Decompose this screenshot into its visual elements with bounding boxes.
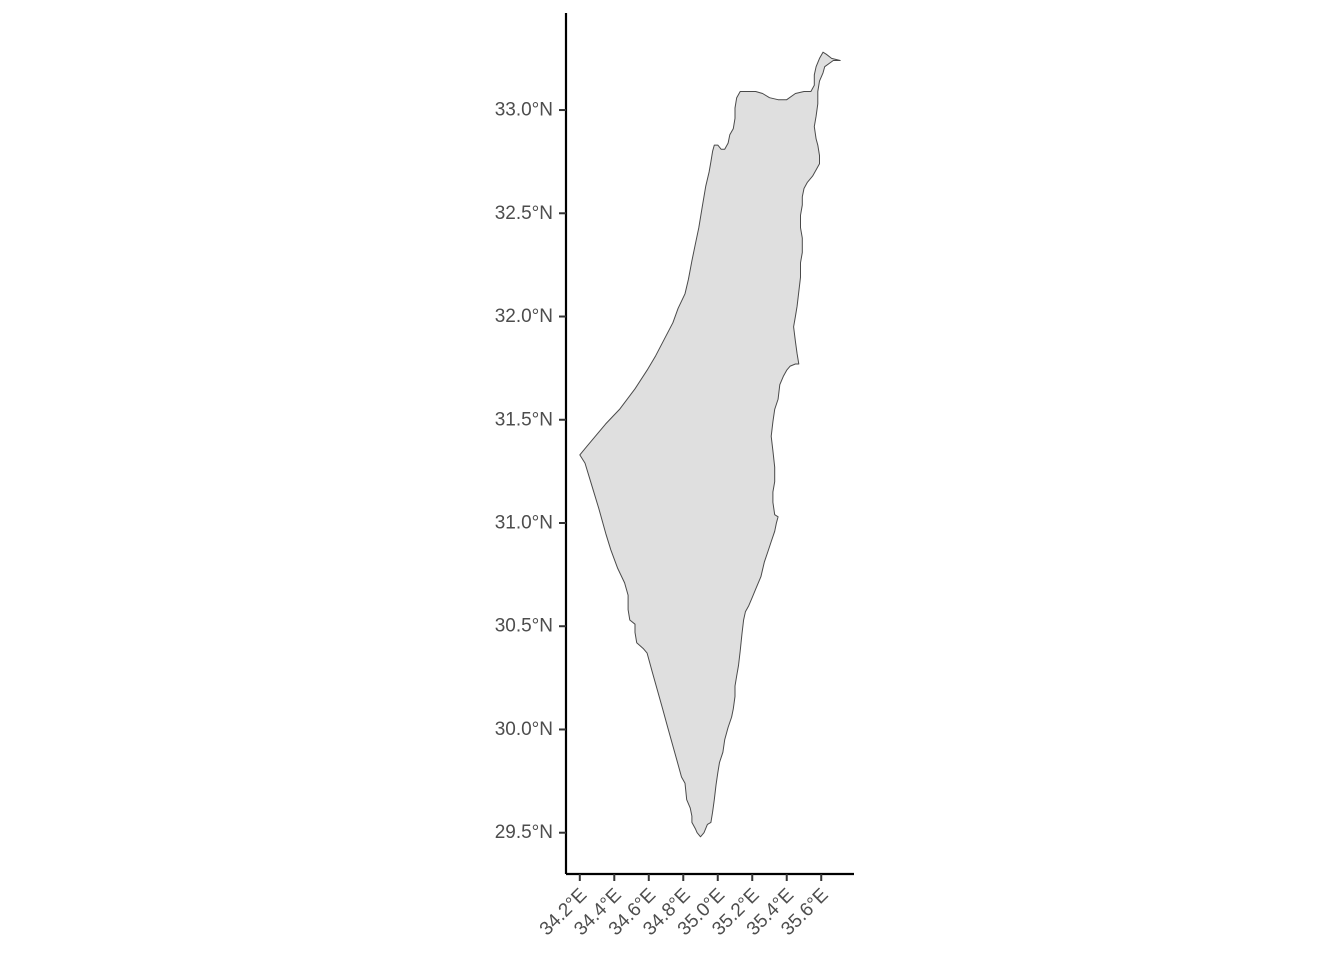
map-region-layer	[579, 51, 841, 838]
country-region-shape	[579, 51, 841, 838]
y-tick-label: 31.5°N	[495, 409, 553, 430]
y-tick-label: 29.5°N	[495, 822, 553, 843]
y-tick-label: 30.0°N	[495, 719, 553, 740]
y-axis-ticks: 33.0°N 32.5°N 32.0°N 31.5°N 31.0°N 30.5°N 30.0…	[495, 100, 566, 843]
y-tick-label: 32.5°N	[495, 203, 553, 224]
y-tick-label: 32.0°N	[495, 306, 553, 327]
y-tick-label: 33.0°N	[495, 100, 553, 121]
y-tick-label: 30.5°N	[495, 616, 553, 637]
y-tick-label: 31.0°N	[495, 512, 553, 533]
x-axis-ticks: 34.2°E34.4°E34.6°E34.8°E35.0°E35.2°E35.4…	[536, 874, 833, 940]
